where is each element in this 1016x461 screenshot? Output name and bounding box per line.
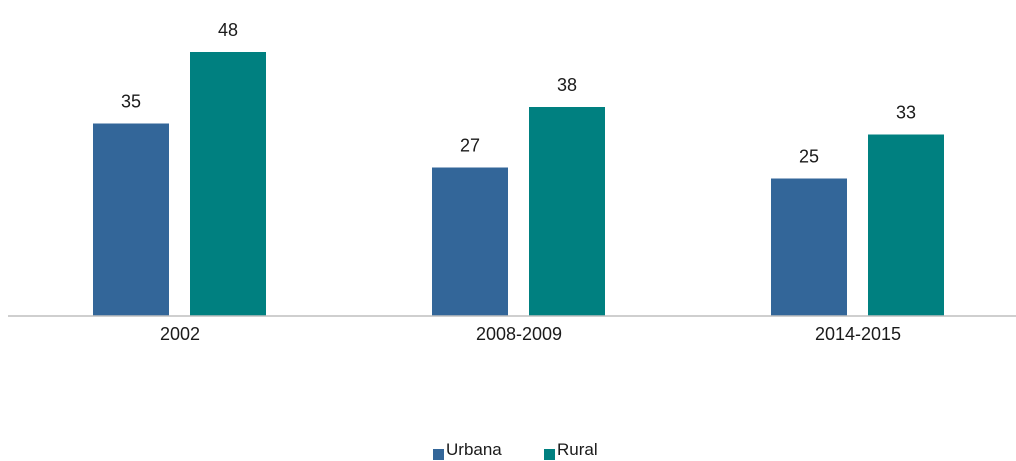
bars-layer [93, 52, 944, 316]
data-label-urbana-2014-2015: 25 [799, 147, 819, 167]
bar-rural-2014-2015 [868, 134, 944, 316]
bar-urbana-2002 [93, 123, 169, 316]
x-tick-label-2008-2009: 2008-2009 [476, 324, 562, 344]
legend-label-rural: Rural [557, 440, 598, 459]
bar-urbana-2008-2009 [432, 167, 508, 316]
bar-urbana-2014-2015 [771, 178, 847, 316]
x-tick-labels: 2002 2008-2009 2014-2015 [160, 324, 901, 344]
data-label-rural-2008-2009: 38 [557, 75, 577, 95]
data-label-rural-2014-2015: 33 [896, 103, 916, 123]
legend-swatch-urbana [433, 449, 444, 460]
legend: Urbana Rural [433, 440, 598, 460]
data-labels-layer: 35 48 27 38 25 33 [121, 20, 916, 167]
bar-rural-2002 [190, 52, 266, 316]
legend-swatch-rural [544, 449, 555, 460]
bar-rural-2008-2009 [529, 107, 605, 316]
legend-label-urbana: Urbana [446, 440, 502, 459]
x-tick-label-2014-2015: 2014-2015 [815, 324, 901, 344]
data-label-urbana-2008-2009: 27 [460, 136, 480, 156]
x-tick-label-2002: 2002 [160, 324, 200, 344]
data-label-rural-2002: 48 [218, 20, 238, 40]
data-label-urbana-2002: 35 [121, 92, 141, 112]
